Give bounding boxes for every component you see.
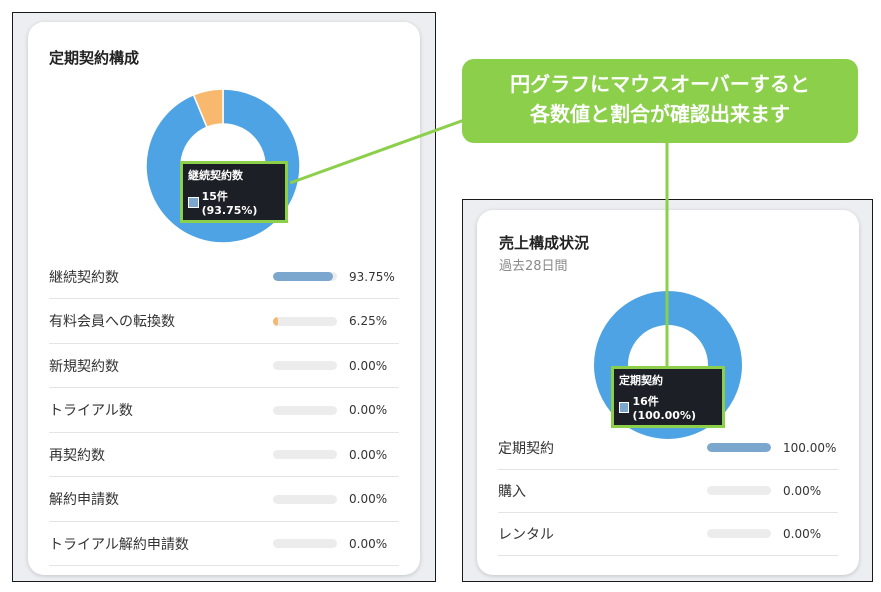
row-percent: 0.00% (349, 536, 388, 551)
legend-swatch (619, 402, 630, 413)
callout-line-2: 各数値と割合が確認出来ます (530, 102, 790, 126)
breakdown-row: トライアル解約申請数 0.00% (49, 522, 399, 566)
row-percent: 0.00% (349, 447, 388, 462)
row-percent: 0.00% (349, 403, 388, 417)
progress-bar (273, 272, 337, 281)
breakdown-row: トライアル数 0.00% (49, 389, 399, 433)
breakdown-row: 新規契約数 0.00% (49, 344, 399, 388)
annotation-callout: 円グラフにマウスオーバーすると 各数値と割合が確認出来ます (462, 59, 858, 143)
left-screenshot-frame: 定期契約構成 継続契約数 15件(93.75%) 継続契約数 93.75% 有料会員… (12, 12, 436, 582)
breakdown-row: 解約申請数 0.00% (49, 478, 399, 522)
breakdown-row: 再契約数 0.00% (49, 433, 399, 477)
subscription-composition-card: 定期契約構成 継続契約数 15件(93.75%) 継続契約数 93.75% 有料会員… (28, 22, 420, 575)
chart-tooltip: 定期契約 16件(100.00%) (611, 366, 725, 428)
row-percent: 93.75% (349, 269, 395, 284)
progress-fill (707, 443, 771, 452)
tooltip-value: 15件(93.75%) (201, 190, 258, 217)
row-percent: 0.00% (783, 483, 822, 498)
tooltip-title: 定期契約 (619, 374, 663, 387)
progress-bar (273, 450, 337, 459)
progress-bar (273, 361, 337, 370)
row-label: 定期契約 (498, 440, 554, 457)
progress-bar (707, 529, 771, 538)
breakdown-row: 購入 0.00% (498, 469, 838, 513)
callout-line-1: 円グラフにマウスオーバーすると (510, 72, 810, 96)
row-label: 再契約数 (49, 447, 105, 464)
row-percent: 0.00% (349, 492, 388, 506)
progress-bar (273, 539, 337, 548)
breakdown-row: 有料会員への転換数 6.25% (49, 300, 399, 344)
row-label: 有料会員への転換数 (49, 314, 175, 330)
card-title: 定期契約構成 (49, 49, 140, 67)
card-subtitle: 過去28日間 (499, 259, 568, 274)
row-percent: 6.25% (349, 314, 388, 328)
card-title: 売上構成状況 (499, 234, 590, 252)
progress-bar (707, 443, 771, 452)
row-label: 新規契約数 (49, 358, 119, 375)
row-percent: 0.00% (783, 526, 822, 541)
chart-tooltip: 継続契約数 15件(93.75%) (180, 161, 288, 223)
tooltip-title: 継続契約数 (188, 169, 243, 182)
progress-bar (273, 405, 337, 415)
row-percent: 100.00% (783, 440, 837, 455)
row-label: 購入 (498, 483, 526, 500)
row-label: レンタル (498, 526, 554, 543)
breakdown-row: レンタル 0.00% (498, 512, 838, 556)
legend-swatch (188, 197, 199, 208)
donut-slice[interactable] (192, 88, 224, 129)
row-label: トライアル解約申請数 (49, 536, 189, 553)
row-label: トライアル数 (49, 403, 133, 419)
progress-bar (273, 494, 337, 504)
right-screenshot-frame: 売上構成状況 過去28日間 定期契約 16件(100.00%) 定期契約 100.… (462, 199, 873, 582)
progress-bar (707, 486, 771, 495)
progress-fill (273, 316, 278, 326)
breakdown-row: 継続契約数 93.75% (49, 255, 399, 299)
row-percent: 0.00% (349, 358, 388, 373)
progress-fill (273, 272, 333, 281)
tooltip-value: 16件(100.00%) (632, 395, 696, 422)
progress-bar (273, 316, 337, 326)
row-label: 解約申請数 (49, 492, 119, 508)
row-label: 継続契約数 (49, 269, 119, 286)
breakdown-row: 定期契約 100.00% (498, 426, 838, 470)
